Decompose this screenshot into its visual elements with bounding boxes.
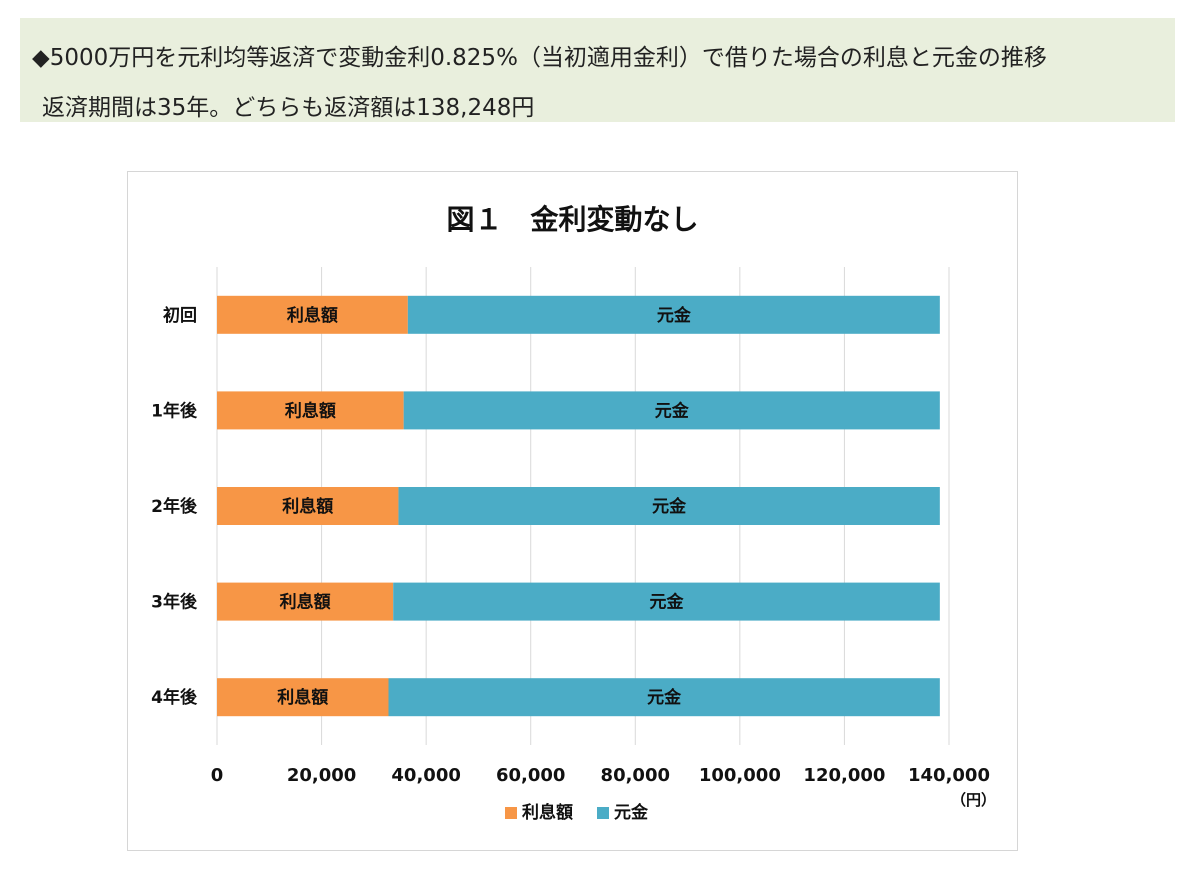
bar-data-label: 元金 (647, 687, 682, 708)
x-tick-label: 0 (211, 765, 224, 786)
bar-data-label: 元金 (650, 592, 685, 613)
bar-segment (217, 678, 389, 717)
y-category-label: 3年後 (151, 592, 198, 613)
x-tick-label: 60,000 (496, 765, 565, 786)
x-tick-label: 80,000 (601, 765, 670, 786)
y-category-label: 4年後 (151, 687, 198, 708)
bar-data-label: 元金 (657, 305, 692, 326)
bar-segment (217, 582, 394, 621)
bar-segment (407, 295, 940, 334)
legend-swatch (505, 807, 517, 819)
y-category-label: 2年後 (151, 496, 198, 517)
bar-segment (398, 487, 940, 525)
bar-data-label: 利息額 (280, 592, 331, 613)
x-tick-label: 100,000 (699, 765, 781, 786)
legend-label: 利息額 (522, 802, 573, 823)
bar-segment (217, 295, 408, 334)
bar-data-label: 利息額 (285, 400, 336, 421)
description-banner: ◆5000万円を元利均等返済で変動金利0.825%（当初適用金利）で借りた場合の… (20, 18, 1175, 122)
bar-segment (403, 391, 940, 430)
legend-swatch (597, 807, 609, 819)
bar-segment (393, 582, 940, 621)
bar-segment (388, 678, 940, 717)
bar-data-label: 利息額 (282, 496, 333, 517)
x-tick-label: 20,000 (287, 765, 356, 786)
description-line-2: 返済期間は35年。どちらも返済額は138,248円 (42, 95, 535, 121)
bar-data-label: 元金 (652, 496, 687, 517)
chart-container: 図１ 金利変動なし 0 20,000 40,000 60,000 80,000 100,0… (127, 171, 1018, 851)
x-tick-label: 140,000 (908, 765, 990, 786)
y-category-label: 1年後 (151, 400, 198, 421)
bar-data-label: 利息額 (287, 305, 338, 326)
bar-segment (217, 487, 399, 525)
stacked-bar-chart: 0 20,000 40,000 60,000 80,000 100,000 120,000 1… (151, 267, 996, 823)
description-line-1: ◆5000万円を元利均等返済で変動金利0.825%（当初適用金利）で借りた場合の… (32, 45, 1047, 71)
bar-data-label: 元金 (655, 400, 690, 421)
chart-title: 図１ 金利変動なし (446, 203, 699, 236)
x-tick-label: 120,000 (803, 765, 885, 786)
y-category-label: 初回 (163, 305, 197, 326)
bar-segment (217, 391, 404, 430)
x-unit-label: （円） (951, 791, 996, 809)
legend-label: 元金 (614, 802, 649, 823)
bar-data-label: 利息額 (277, 687, 328, 708)
x-tick-label: 40,000 (391, 765, 460, 786)
